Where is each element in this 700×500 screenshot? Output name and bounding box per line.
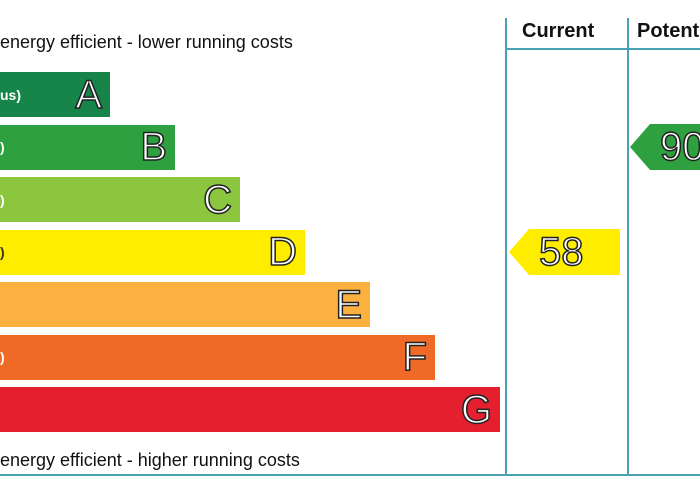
current-rating-value: 58 [538, 230, 584, 274]
caption-top: energy efficient - lower running costs [0, 32, 293, 52]
potential-rating-arrow: 90 [630, 124, 700, 170]
band-letter: C [202, 177, 232, 222]
band-letter: G [460, 387, 493, 432]
current-rating-arrow: 58 [509, 229, 620, 275]
band-range-label: ) [0, 191, 5, 208]
column-header-current: Current [522, 20, 595, 42]
band-range-label: ) [0, 139, 5, 155]
divider-current-right [627, 18, 629, 476]
potential-rating-value: 90 [659, 125, 700, 169]
band-b: ) B [0, 124, 175, 170]
band-letter: D [267, 230, 297, 274]
band-f: ) F [0, 334, 435, 380]
band-d: ) D [0, 229, 305, 275]
band-a: us) A [0, 72, 110, 117]
bottom-rule [0, 474, 700, 476]
band-letter: B [140, 125, 168, 169]
header-underline [505, 48, 700, 50]
band-letter: F [402, 335, 428, 379]
band-g: G [0, 387, 500, 432]
column-header-potential: Potent [637, 20, 700, 42]
band-c: ) C [0, 177, 240, 222]
band-range-label: ) [0, 349, 5, 365]
caption-bottom: energy efficient - higher running costs [0, 450, 300, 470]
band-range-label: us) [0, 86, 21, 103]
band-e: E [0, 282, 370, 327]
band-letter: E [335, 282, 363, 327]
divider-current-left [505, 18, 507, 476]
band-range-label: ) [0, 244, 5, 260]
band-letter: A [75, 72, 103, 117]
